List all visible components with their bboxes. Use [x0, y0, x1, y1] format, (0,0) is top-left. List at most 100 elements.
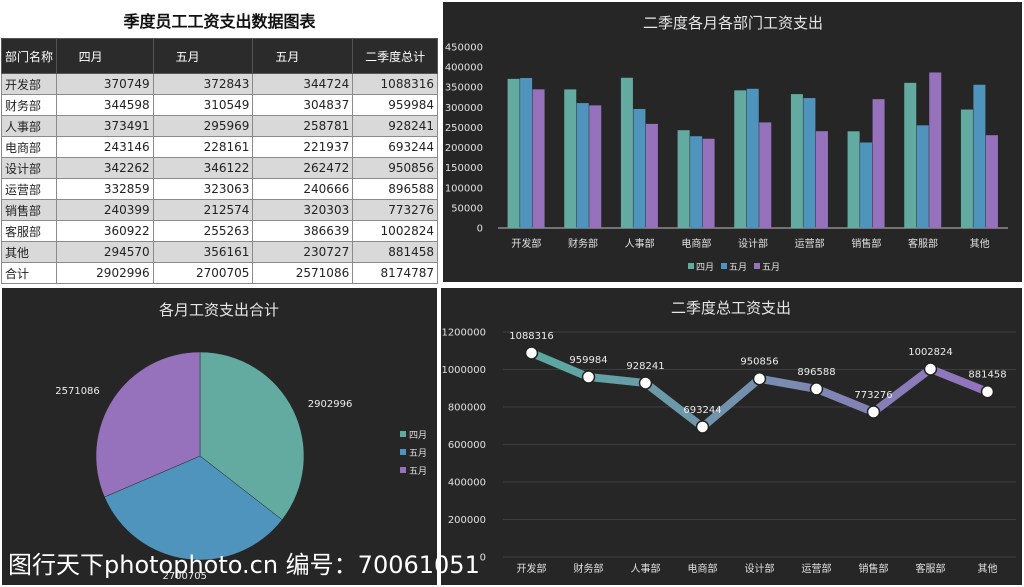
bar-legend-label: 五月 [729, 262, 747, 273]
bar-其他-2 [985, 135, 998, 228]
pie-legend-label: 五月 [409, 466, 427, 477]
table-row: 设计部 342262 346122 262472 950856 [1, 157, 438, 179]
bar-运营部-2 [815, 131, 828, 228]
line-y-tick-label: 800000 [448, 403, 486, 414]
table-cell-value: 344598 [55, 94, 154, 116]
bar-x-tick-label: 销售部 [851, 237, 881, 250]
bar-其他-0 [960, 109, 973, 228]
table-cell-dept: 销售部 [1, 199, 57, 221]
table-cell-value: 295969 [152, 115, 254, 137]
line-data-label: 928241 [626, 361, 664, 372]
table-cell-value: 228161 [152, 136, 254, 158]
line-data-label: 881458 [968, 370, 1006, 381]
bar-y-tick-label: 100000 [445, 183, 483, 194]
bar-人事部-0 [620, 77, 633, 228]
table-row: 销售部 240399 212574 320303 773276 [1, 199, 438, 221]
header-q2-total: 二季度总计 [352, 38, 438, 74]
bar-客服部-2 [929, 72, 942, 228]
bar-x-tick-label: 开发部 [511, 237, 541, 250]
bar-y-tick-label: 450000 [445, 43, 483, 54]
table-cell-value: 693244 [352, 136, 438, 158]
bar-legend-swatch [688, 263, 694, 269]
bar-销售部-0 [847, 131, 860, 228]
table-cell-value: 230727 [252, 241, 354, 263]
table-cell-dept: 设计部 [1, 157, 57, 179]
table-header-row: 部门名称 四月 五月 五月 二季度总计 [1, 38, 438, 74]
table-row: 人事部 373491 295969 258781 928241 [1, 115, 438, 137]
table-cell-value: 212574 [152, 199, 254, 221]
header-may-1: 五月 [152, 38, 254, 74]
line-x-tick-label: 设计部 [745, 562, 775, 575]
table-cell-dept: 客服部 [1, 220, 57, 242]
bar-电商部-0 [677, 130, 690, 228]
pie-legend-swatch [400, 467, 406, 473]
table-cell-value: 323063 [152, 178, 254, 200]
bar-y-tick-label: 0 [477, 224, 483, 235]
bar-财务部-2 [589, 105, 602, 228]
table-row: 运营部 332859 323063 240666 896588 [1, 178, 438, 200]
bar-开发部-0 [507, 78, 520, 228]
bar-电商部-1 [690, 136, 703, 228]
line-chart: 二季度总工资支出 1088316 959984 928241 693244 950856… [441, 299, 1016, 575]
bar-legend-label: 四月 [696, 262, 714, 273]
pie-legend-label: 五月 [409, 448, 427, 459]
table-cell-value: 2902996 [55, 262, 154, 284]
bar-销售部-1 [860, 142, 873, 228]
bar-客服部-1 [916, 125, 929, 228]
line-point [752, 371, 767, 386]
table-cell-value: 240399 [55, 199, 154, 221]
table-title: 季度员工工资支出数据图表 [123, 12, 316, 31]
table-row: 电商部 243146 228161 221937 693244 [1, 136, 438, 158]
bar-y-tick-label: 150000 [445, 163, 483, 174]
line-x-tick-label: 销售部 [859, 562, 889, 575]
table-cell-value: 881458 [352, 241, 438, 263]
line-point [695, 420, 710, 434]
line-chart-title: 二季度总工资支出 [671, 299, 791, 317]
line-x-tick-label: 其他 [978, 562, 998, 575]
bar-开发部-2 [532, 89, 545, 228]
bar-x-tick-label: 设计部 [738, 237, 768, 250]
bar-legend-swatch [721, 263, 727, 269]
header-dept: 部门名称 [1, 38, 57, 74]
line-y-tick-label: 400000 [448, 478, 486, 489]
line-x-tick-label: 运营部 [802, 562, 832, 575]
bar-chart: 二季度各月各部门工资支出 0 50000 100000 150000 200000 250… [445, 14, 1008, 273]
line-y-tick-label: 200000 [448, 515, 486, 526]
bar-其他-1 [973, 84, 986, 228]
table-cell-value: 896588 [352, 178, 438, 200]
line-point [923, 362, 938, 376]
bar-legend-label: 五月 [762, 262, 780, 273]
table-cell-value: 255263 [152, 220, 254, 242]
table-cell-dept: 电商部 [1, 136, 57, 158]
salary-table-panel: 季度员工工资支出数据图表 部门名称 四月 五月 五月 二季度总计 开发部 3707… [0, 0, 439, 284]
table-cell-value: 310549 [152, 94, 254, 116]
bar-财务部-0 [564, 89, 577, 229]
table-cell-value: 344724 [252, 73, 354, 95]
table-cell-value: 2571086 [252, 262, 354, 284]
bar-运营部-1 [803, 98, 816, 228]
table-cell-value: 304837 [252, 94, 354, 116]
line-y-tick-label: 1000000 [441, 365, 486, 376]
table-row: 合计 2902996 2700705 2571086 8174787 [1, 262, 438, 284]
table-cell-value: 386639 [252, 220, 354, 242]
table-cell-value: 332859 [55, 178, 154, 200]
table-cell-value: 372843 [152, 73, 254, 95]
pie-data-label: 2700705 [162, 571, 207, 582]
pie-chart-title: 各月工资支出合计 [159, 301, 279, 319]
line-x-tick-label: 财务部 [574, 562, 604, 575]
line-y-tick-label: 0 [480, 553, 486, 564]
table-cell-value: 356161 [152, 241, 254, 263]
line-data-label: 959984 [569, 355, 607, 366]
pie-slice-0 [199, 351, 305, 521]
bar-chart-title: 二季度各月各部门工资支出 [643, 14, 823, 32]
pie-data-label: 2571086 [55, 386, 100, 397]
line-point [581, 370, 596, 384]
line-point [980, 384, 995, 399]
line-data-label: 693244 [683, 405, 721, 416]
table-cell-value: 240666 [252, 178, 354, 200]
table-cell-value: 370749 [55, 73, 154, 95]
line-data-label: 896588 [797, 367, 835, 378]
bar-销售部-2 [872, 99, 885, 228]
header-may-2: 五月 [252, 38, 354, 74]
